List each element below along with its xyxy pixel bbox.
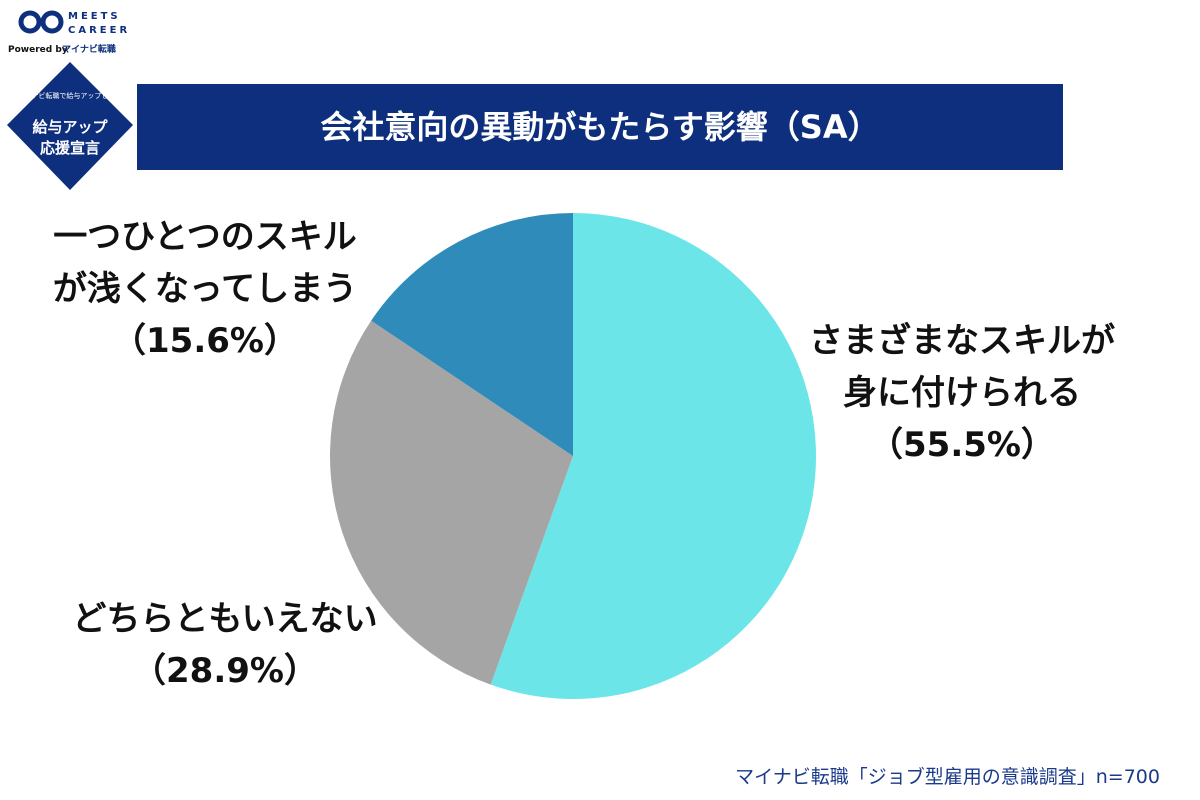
slice-label: 一つひとつのスキル: [53, 217, 357, 257]
badge-small: マイナビ転職で給与アップしよう: [18, 91, 123, 100]
badge-line: 給与アップ: [32, 118, 108, 136]
logo-ring: [40, 10, 64, 34]
badge: マイナビ転職で給与アップしよう 給与アップ 応援宣言: [7, 62, 133, 190]
value-label: （15.6%）: [112, 321, 298, 361]
title-bar: [137, 84, 1063, 170]
partner: マイナビ転職: [62, 43, 116, 55]
badge-line: 応援宣言: [40, 139, 100, 157]
logo-text: CAREER: [68, 25, 130, 36]
pie-slice: [490, 213, 816, 699]
badge-shape: [7, 62, 133, 190]
logo-ring: [18, 10, 42, 34]
pie-slice: [371, 213, 573, 456]
value-label: （28.9%）: [132, 651, 318, 691]
slice-label: どちらともいえない: [72, 599, 377, 639]
logo: MEETS CAREER Powered by マイナビ転職: [8, 10, 130, 55]
slice-label: 身に付けられる: [843, 373, 1081, 413]
slice-label: が浅くなってしまう: [53, 269, 357, 309]
pie-slice: [330, 320, 573, 685]
slice-label: さまざまなスキルが: [809, 321, 1115, 361]
chart-title: 会社意向の異動がもたらす影響（SA）: [320, 108, 879, 146]
powered-by: Powered by: [8, 45, 68, 55]
value-label: （55.5%）: [869, 425, 1055, 465]
source-note: マイナビ転職「ジョブ型雇用の意識調査」n=700: [735, 765, 1160, 788]
logo-text: MEETS: [68, 11, 121, 22]
